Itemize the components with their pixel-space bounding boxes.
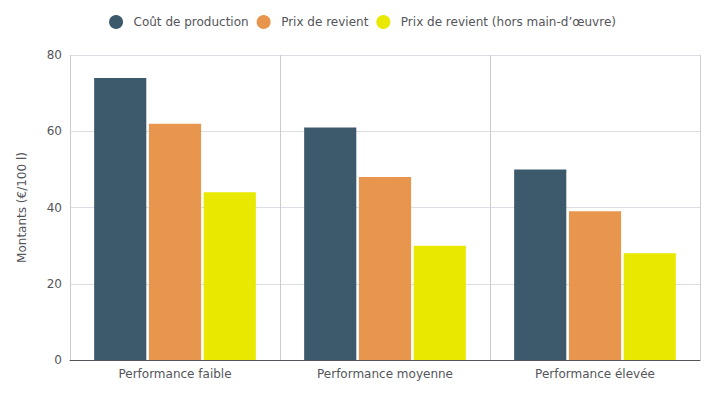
svg-text:40: 40 [47,201,62,215]
svg-text:Performance moyenne: Performance moyenne [317,367,453,381]
svg-text:20: 20 [47,277,62,291]
svg-text:0: 0 [54,353,62,367]
svg-text:60: 60 [47,124,62,138]
svg-text:Prix de revient: Prix de revient [281,15,369,29]
svg-text:Prix de revient (hors main-d’œ: Prix de revient (hors main-d’œuvre) [401,15,616,29]
svg-text:Montants (€/100 l): Montants (€/100 l) [15,152,29,263]
svg-text:Performance élevée: Performance élevée [535,367,655,381]
svg-text:80: 80 [47,48,62,62]
svg-text:Performance faible: Performance faible [118,367,231,381]
svg-text:Coût de production: Coût de production [134,15,249,29]
